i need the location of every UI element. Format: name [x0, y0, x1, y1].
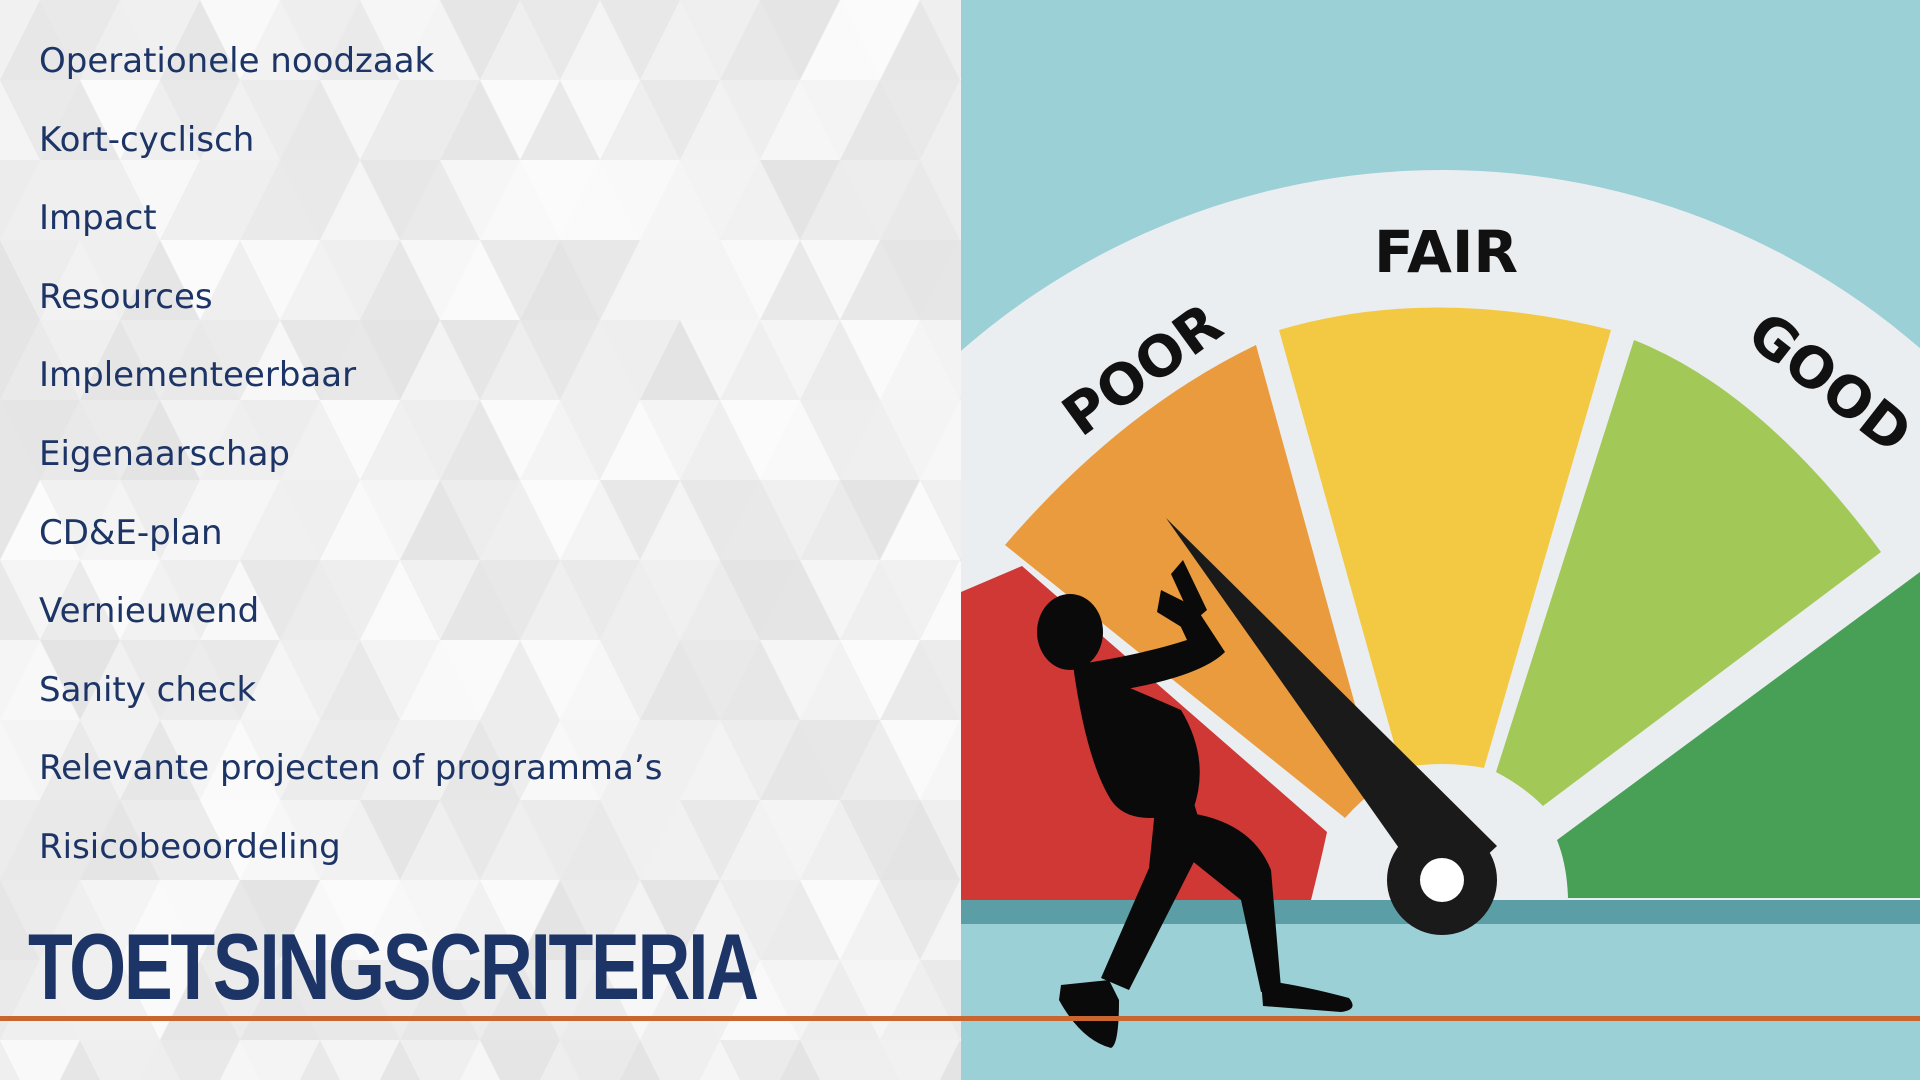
triangle-pattern-background: [0, 0, 961, 1080]
gauge-segment-light-green: [1496, 340, 1881, 806]
gauge-label-fair: FAIR: [1374, 218, 1518, 286]
gauge-segment-green: [1557, 572, 1920, 898]
criteria-item-sanity-check: Sanity check: [39, 669, 257, 710]
criteria-item-eigenaarschap: Eigenaarschap: [39, 433, 290, 474]
criteria-item-cde-plan: CD&E-plan: [39, 512, 223, 553]
criteria-item-resources: Resources: [39, 276, 213, 317]
criteria-item-vernieuwend: Vernieuwend: [39, 591, 260, 632]
slide-title: TOETSINGSCRITERIA: [28, 914, 759, 1019]
criteria-item-impact: Impact: [39, 198, 157, 239]
gauge-segment-yellow: [1279, 307, 1611, 768]
criteria-item-risicobeoordeling: Risicobeoordeling: [39, 826, 341, 867]
criteria-item-operationele-noodzaak: Operationele noodzaak: [39, 41, 435, 81]
criteria-item-kort-cyclisch: Kort-cyclisch: [39, 119, 255, 160]
gauge-needle: [1166, 518, 1497, 935]
gauge-svg: POOR FAIR GOOD: [961, 0, 1920, 1080]
criteria-item-implementeerbaar: Implementeerbaar: [39, 355, 357, 396]
criteria-list: Operationele noodzaak Kort-cyclisch Impa…: [39, 35, 662, 900]
criteria-item-relevante-projecten: Relevante projecten of programma’s: [39, 748, 663, 789]
person-pushing-needle-icon: [1037, 560, 1353, 1048]
gauge-illustration: POOR FAIR GOOD: [961, 0, 1920, 1080]
accent-divider-line: [0, 1016, 1920, 1021]
